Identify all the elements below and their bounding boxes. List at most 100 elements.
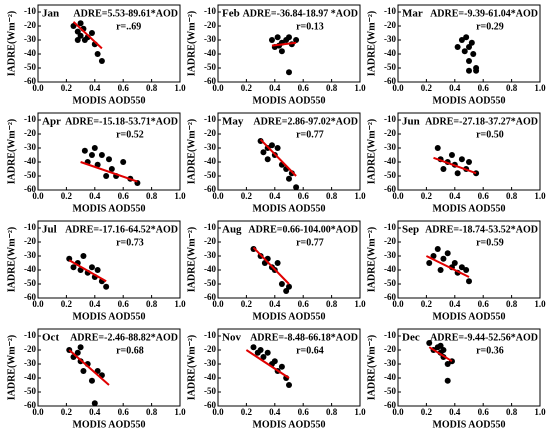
point: [106, 156, 112, 163]
x-tick-label: 0.8: [506, 299, 518, 309]
x-tick-label: 0.0: [392, 299, 404, 309]
y-tick-label: -20: [24, 236, 36, 246]
month-label: Jul: [42, 224, 57, 236]
point: [458, 264, 465, 271]
panel: 0.0 0.2 0.4 0.6 0.8 1.0 -10 -20 -30 -40 -50 -60 MODI…: [6, 112, 186, 214]
x-tick-label: 0.2: [421, 299, 433, 309]
x-axis-label: MODIS AOD550: [72, 95, 145, 106]
x-tick-label: 0.0: [212, 299, 224, 309]
x-axis-label: MODIS AOD550: [72, 419, 145, 430]
point: [77, 344, 84, 351]
x-tick-label: 0.8: [146, 299, 158, 309]
x-tick-label: 0.2: [61, 83, 73, 93]
r-value: r=0.59: [476, 237, 504, 248]
y-tick-label: -30: [24, 34, 36, 44]
x-tick-label: 0.2: [241, 299, 253, 309]
plot-frame: [37, 220, 181, 299]
point: [91, 400, 98, 407]
point: [454, 44, 461, 50]
x-tick-label: 0.2: [241, 83, 253, 93]
y-tick-label: -40: [384, 48, 396, 58]
x-tick-label: 1.0: [174, 191, 186, 201]
equation: ADRE=-2.46-88.82*AOD: [70, 332, 178, 343]
y-tick-label: -60: [24, 76, 36, 86]
x-tick-label: 0.2: [61, 407, 73, 417]
point: [434, 246, 441, 252]
month-label: Jun: [402, 116, 420, 128]
equation: ADRE=-15.18-53.71*AOD: [65, 116, 178, 127]
panel: 0.0 0.2 0.4 0.6 0.8 1.0 -10 -20 -30 -40 -50 -60 MODI…: [186, 112, 366, 214]
x-tick-label: 0.8: [506, 191, 518, 201]
point: [466, 44, 472, 50]
point: [468, 39, 475, 46]
r-value: r=0.68: [116, 345, 144, 356]
point: [444, 377, 451, 384]
y-tick-label: -40: [24, 264, 36, 274]
point: [98, 152, 105, 158]
point: [257, 347, 264, 353]
point: [260, 354, 267, 360]
plot-frame: [217, 328, 361, 407]
plot-frame: [397, 328, 541, 407]
point: [454, 170, 461, 177]
x-tick-label: 0.6: [298, 191, 310, 201]
month-label: Jan: [42, 8, 59, 20]
month-label: May: [222, 116, 244, 128]
r-value: r=0.50: [476, 129, 504, 140]
point: [271, 358, 278, 365]
point: [120, 159, 127, 165]
plot-frame: [37, 112, 181, 191]
y-tick-label: -20: [24, 128, 36, 138]
x-axis-label: MODIS AOD550: [252, 95, 325, 106]
x-tick-label: 0.6: [118, 83, 130, 93]
y-tick-label: -10: [204, 6, 216, 16]
y-tick-label: -40: [204, 264, 216, 274]
point: [80, 368, 87, 374]
x-tick-label: 0.4: [269, 191, 281, 201]
y-tick-label: -20: [204, 20, 216, 30]
y-tick-label: -10: [384, 114, 396, 124]
y-tick-label: -10: [384, 222, 396, 232]
point: [434, 145, 441, 151]
x-tick-label: 0.0: [212, 191, 224, 201]
equation: ADRE=-9.39-61.04*AOD: [430, 8, 538, 19]
point: [470, 51, 477, 57]
x-tick-label: 0.6: [478, 83, 490, 93]
y-tick-label: -40: [204, 372, 216, 382]
y-tick-label: -60: [384, 76, 396, 86]
y-tick-label: -60: [204, 76, 216, 86]
y-tick-label: -50: [204, 386, 216, 396]
point: [458, 156, 465, 163]
y-axis-label: IADRE(Wm⁻²): [186, 11, 197, 77]
equation: ADRE=-36.84-18.97 *AOD: [243, 8, 358, 19]
x-tick-label: 1.0: [354, 299, 366, 309]
point: [466, 67, 472, 74]
x-tick-label: 0.6: [298, 299, 310, 309]
y-axis-label: IADRE(Wm⁻²): [186, 335, 197, 401]
y-tick-label: -40: [24, 372, 36, 382]
point: [88, 377, 95, 384]
point: [437, 267, 444, 273]
x-axis-label: MODIS AOD550: [432, 311, 505, 322]
panel: 0.0 0.2 0.4 0.6 0.8 1.0 -10 -20 -30 -40 -50 -60 MODI…: [366, 112, 546, 214]
x-tick-label: 1.0: [174, 83, 186, 93]
point: [74, 349, 81, 356]
x-axis-label: MODIS AOD550: [72, 203, 145, 214]
x-tick-label: 0.6: [118, 407, 130, 417]
fit-line: [245, 349, 290, 379]
x-tick-label: 1.0: [534, 407, 546, 417]
point: [81, 147, 88, 154]
point: [268, 142, 275, 149]
y-tick-label: -30: [204, 142, 216, 152]
y-tick-label: -40: [24, 48, 36, 58]
x-tick-label: 0.4: [449, 191, 461, 201]
y-tick-label: -50: [384, 278, 396, 288]
y-tick-label: -10: [384, 330, 396, 340]
x-tick-label: 1.0: [354, 83, 366, 93]
y-tick-label: -30: [384, 34, 396, 44]
x-tick-label: 0.2: [421, 407, 433, 417]
x-tick-label: 0.0: [212, 407, 224, 417]
x-tick-label: 1.0: [534, 299, 546, 309]
point: [463, 34, 470, 41]
point: [80, 253, 87, 259]
